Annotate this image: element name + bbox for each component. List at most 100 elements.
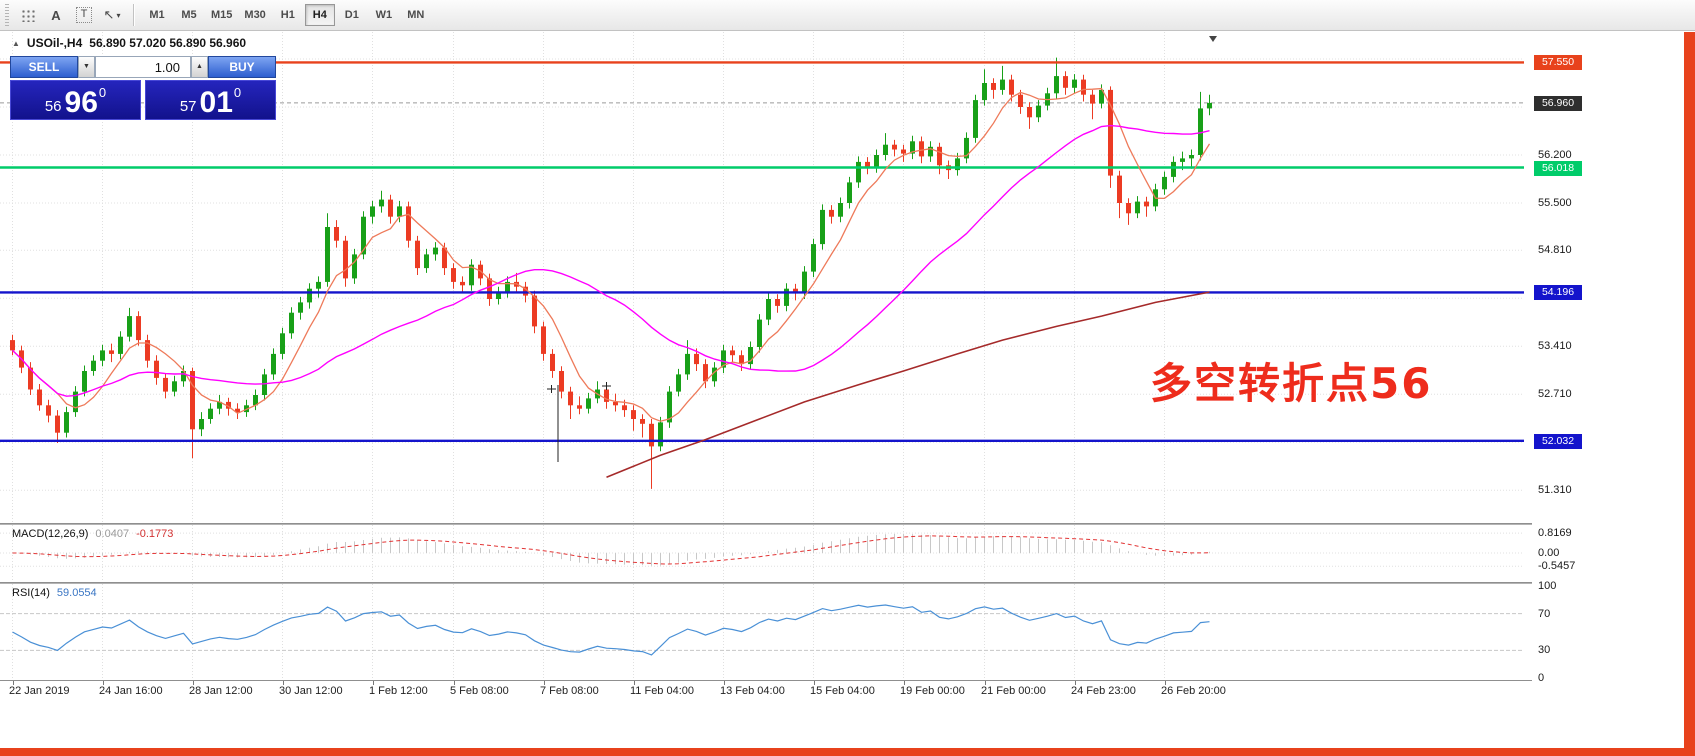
time-tick-label: 28 Jan 12:00 xyxy=(189,685,253,697)
grid-layer xyxy=(0,32,1524,523)
timeframe-m1[interactable]: M1 xyxy=(149,9,165,21)
timeframe-mn[interactable]: MN xyxy=(407,9,425,21)
time-tick xyxy=(282,681,284,685)
price-level-badge: 52.032 xyxy=(1534,434,1582,449)
chart-shift-marker[interactable] xyxy=(1209,36,1217,42)
macd-axis-label: -0.5457 xyxy=(1538,560,1576,572)
chevron-down-icon: ▾ xyxy=(116,10,121,20)
time-tick-label: 22 Jan 2019 xyxy=(9,685,70,697)
cursor-tool-button[interactable]: ↖ ▾ xyxy=(99,3,125,27)
time-tick-label: 24 Feb 23:00 xyxy=(1071,685,1136,697)
drawn-objects-layer[interactable] xyxy=(547,36,1217,462)
price-tick-label: 51.310 xyxy=(1538,484,1572,496)
price-tick-label: 53.410 xyxy=(1538,340,1572,352)
text-tool-button[interactable]: T xyxy=(71,3,97,27)
time-axis[interactable]: 22 Jan 2019 24 Jan 16:00 28 Jan 12:00 30 Ja… xyxy=(0,681,1532,700)
timeframe-h4[interactable]: H4 xyxy=(304,4,335,26)
red-border-bottom xyxy=(0,748,1695,756)
timeframe-w1[interactable]: W1 xyxy=(375,9,393,21)
time-tick-label: 30 Jan 12:00 xyxy=(279,685,343,697)
moving-averages-layer xyxy=(12,87,1211,479)
chart-ohlc-values: 56.890 57.020 56.890 56.960 xyxy=(89,36,247,50)
time-tick xyxy=(984,681,986,685)
buy-price-point: 0 xyxy=(233,85,242,100)
chart-title: ▲ USOil-,H4 56.890 57.020 56.890 56.960 xyxy=(12,36,246,50)
macd-name: MACD(12,26,9) xyxy=(12,528,89,540)
sell-button[interactable]: SELL xyxy=(10,56,78,78)
timeframe-m5[interactable]: M5 xyxy=(181,9,197,21)
annotation-text[interactable]: 多空转折点56 xyxy=(1150,359,1433,408)
price-level-badge: 57.550 xyxy=(1534,55,1582,70)
time-tick xyxy=(1074,681,1076,685)
price-level-badge: 56.018 xyxy=(1534,161,1582,176)
rsi-name: RSI(14) xyxy=(12,587,50,599)
volume-increase-button[interactable]: ▲ xyxy=(191,56,208,78)
rsi-panel[interactable] xyxy=(0,584,1532,680)
timeframe-m15[interactable]: M15 xyxy=(211,9,233,21)
timeframe-h1[interactable]: H1 xyxy=(280,9,295,21)
toolbar-separator xyxy=(133,4,134,26)
time-tick xyxy=(543,681,545,685)
time-tick xyxy=(102,681,104,685)
rsi-axis-label: 70 xyxy=(1538,608,1551,620)
time-tick-label: 19 Feb 00:00 xyxy=(900,685,965,697)
sell-price-integer: 56 xyxy=(44,97,62,115)
volume-decrease-button[interactable]: ▼ xyxy=(78,56,95,78)
price-tick-label: 54.810 xyxy=(1538,244,1572,256)
time-tick xyxy=(1164,681,1166,685)
sell-price-point: 0 xyxy=(98,85,107,100)
level-lines-layer[interactable] xyxy=(0,61,1524,442)
candles-layer xyxy=(10,57,1212,489)
buy-button[interactable]: BUY xyxy=(208,56,276,78)
chart-symbol-label: USOil-,H4 xyxy=(26,36,83,50)
current-bid-badge: 56.960 xyxy=(1534,96,1582,111)
cursor-icon: ↖ xyxy=(103,7,115,22)
time-tick-label: 24 Jan 16:00 xyxy=(99,685,163,697)
grid-icon xyxy=(20,8,36,22)
price-tick-label: 55.500 xyxy=(1538,197,1572,209)
font-a-icon: A xyxy=(51,7,61,23)
panel-splitter[interactable] xyxy=(0,582,1684,584)
time-tick xyxy=(813,681,815,685)
buy-price-integer: 57 xyxy=(179,97,197,115)
volume-input[interactable] xyxy=(95,56,191,78)
toolbar: A T ↖ ▾ M1 M5 M15 M30 H1 H4 D1 W1 MN xyxy=(0,0,1695,31)
one-click-toggle-icon[interactable]: ▲ xyxy=(12,38,20,48)
macd-value-signal: -0.1773 xyxy=(136,528,174,540)
main-chart[interactable] xyxy=(0,32,1532,523)
timeframe-m30[interactable]: M30 xyxy=(244,9,266,21)
panel-splitter[interactable] xyxy=(0,523,1684,525)
time-tick-label: 7 Feb 08:00 xyxy=(540,685,599,697)
price-axis[interactable]: 56.200 55.500 54.810 53.410 52.710 51.310 57.5… xyxy=(1532,32,1684,684)
macd-label: MACD(12,26,9) 0.0407 -0.1773 xyxy=(12,528,173,540)
time-tick-label: 15 Feb 04:00 xyxy=(810,685,875,697)
time-tick xyxy=(192,681,194,685)
rsi-grid xyxy=(0,584,1524,680)
price-tick-label: 56.200 xyxy=(1538,149,1572,161)
red-border-right xyxy=(1684,32,1695,756)
rsi-value: 59.0554 xyxy=(56,587,97,599)
text-label-icon: T xyxy=(76,7,92,23)
macd-axis-label: 0.00 xyxy=(1538,547,1560,559)
sell-price-pips: 96 xyxy=(64,86,98,119)
timeframe-d1[interactable]: D1 xyxy=(344,9,359,21)
price-level-badge: 54.196 xyxy=(1534,285,1582,300)
buy-price-display[interactable]: 57 01 0 xyxy=(145,80,276,120)
macd-value-main: 0.0407 xyxy=(95,528,130,540)
time-axis-separator xyxy=(0,680,1684,681)
time-tick-label: 21 Feb 00:00 xyxy=(981,685,1046,697)
time-tick xyxy=(633,681,635,685)
sell-price-display[interactable]: 56 96 0 xyxy=(10,80,141,120)
time-tick xyxy=(12,681,14,685)
macd-axis-label: 0.8169 xyxy=(1538,527,1572,539)
rsi-axis-label: 100 xyxy=(1538,580,1557,592)
time-tick xyxy=(903,681,905,685)
time-tick xyxy=(372,681,374,685)
grid-tool-button[interactable] xyxy=(15,3,41,27)
price-tick-label: 52.710 xyxy=(1538,388,1572,400)
toolbar-drag-handle[interactable] xyxy=(5,4,9,26)
font-tool-button[interactable]: A xyxy=(43,3,69,27)
time-tick xyxy=(723,681,725,685)
rsi-axis-label: 0 xyxy=(1538,672,1545,684)
macd-panel[interactable] xyxy=(0,525,1532,582)
